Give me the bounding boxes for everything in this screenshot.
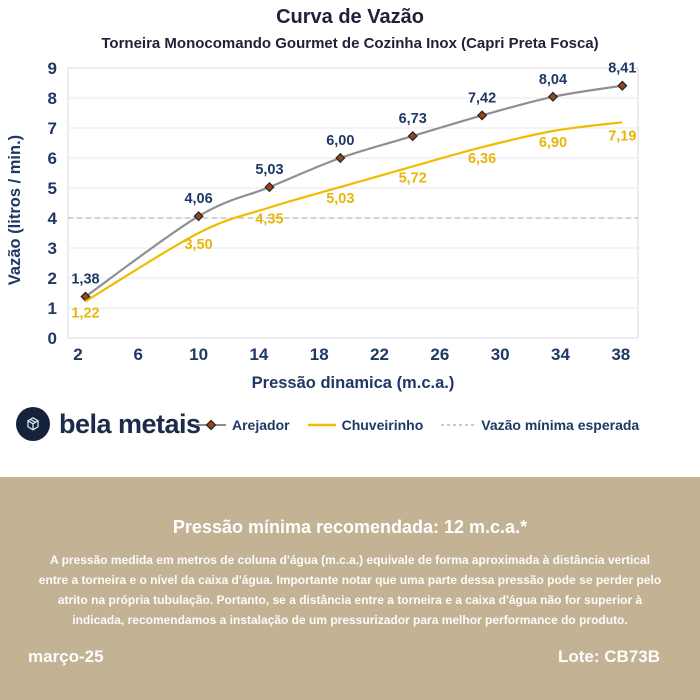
diamond-marker — [617, 80, 628, 91]
data-label: 7,19 — [608, 128, 636, 144]
dashed-line-icon — [441, 424, 476, 426]
x-tick-label: 26 — [430, 345, 449, 364]
lot-label: Lote: CB73B — [557, 647, 660, 666]
data-label: 6,90 — [539, 135, 567, 151]
isometric-cube-icon — [16, 407, 50, 441]
y-tick-label: 3 — [48, 239, 57, 258]
series-line-chuveirinho — [84, 121, 623, 303]
diamond-marker — [407, 130, 418, 142]
data-label: 3,50 — [184, 237, 212, 253]
y-tick-label: 4 — [48, 209, 58, 228]
brand-wordmark: bela metais — [59, 408, 201, 439]
arejador-line-marker-icon — [196, 419, 226, 431]
data-label: 5,72 — [399, 170, 427, 186]
data-label: 6,73 — [399, 111, 427, 127]
brand-and-legend-row: bela metais Arejador Chuveirinho — [0, 405, 700, 461]
panel-footer: março-25 Lote: CB73B — [28, 647, 660, 667]
y-tick-label: 8 — [48, 89, 57, 108]
x-tick-label: 30 — [491, 345, 510, 364]
data-label: 8,41 — [608, 61, 636, 77]
y-tick-label: 2 — [48, 269, 57, 288]
x-tick-label: 18 — [310, 345, 329, 364]
brand-logo: bela metais — [16, 407, 201, 441]
data-label: 7,42 — [468, 90, 496, 106]
date-label: março-25 — [28, 647, 104, 666]
data-label: 6,00 — [326, 133, 354, 149]
legend-label: Arejador — [232, 417, 290, 433]
plot-border — [67, 67, 639, 339]
y-tick-label: 5 — [48, 179, 57, 198]
data-label: 1,38 — [71, 272, 99, 288]
x-tick-label: 10 — [189, 345, 208, 364]
y-tick-label: 1 — [48, 299, 57, 318]
diamond-marker — [335, 152, 346, 164]
chart-legend: Arejador Chuveirinho Vazão mínima espera… — [196, 417, 639, 433]
x-tick-label: 38 — [611, 345, 630, 364]
data-label: 6,36 — [468, 151, 496, 167]
data-label: 1,22 — [71, 305, 99, 321]
chart-area: 1,38 4,06 5,03 6,00 6,73 7,42 8,04 8,41 1,22 3,50… — [6, 59, 639, 392]
x-tick-label: 2 — [73, 345, 82, 364]
y-tick-label: 6 — [48, 149, 57, 168]
legend-label: Vazão mínima esperada — [481, 417, 640, 433]
legend-label: Chuveirinho — [341, 417, 424, 433]
y-axis-title: Vazão (litros / min.) — [6, 135, 24, 285]
legend-item-arejador: Arejador — [196, 417, 290, 433]
data-label: 5,03 — [255, 162, 283, 178]
y-tick-label: 9 — [48, 59, 57, 78]
data-label: 5,03 — [326, 191, 354, 207]
legend-item-chuveirinho: Chuveirinho — [307, 417, 424, 433]
x-tick-label: 14 — [249, 345, 268, 364]
y-tick-label: 7 — [48, 119, 57, 138]
min-pressure-heading: Pressão mínima recomendada: 12 m.c.a.* — [172, 517, 528, 537]
data-label: 4,06 — [184, 191, 212, 207]
diamond-marker — [547, 91, 559, 102]
page-subtitle: Torneira Monocomando Gourmet de Cozinha … — [101, 35, 599, 52]
solid-line-icon — [307, 423, 336, 427]
x-tick-label: 22 — [370, 345, 389, 364]
pressure-explanation-text: A pressão medida em metros de coluna d'á… — [38, 553, 662, 627]
diamond-marker — [476, 110, 488, 121]
diamond-marker — [264, 181, 275, 193]
data-label: 4,35 — [255, 212, 283, 228]
legend-item-vazao-minima: Vazão mínima esperada — [441, 417, 639, 433]
flow-chart: 1,38 4,06 5,03 6,00 6,73 7,42 8,04 8,41 1,22 3,50… — [6, 59, 639, 392]
x-tick-label: 34 — [551, 345, 570, 364]
diamond-marker — [193, 211, 204, 222]
info-panel: Pressão mínima recomendada: 12 m.c.a.* A… — [0, 477, 700, 700]
x-tick-label: 6 — [134, 345, 143, 364]
data-label: 8,04 — [539, 72, 567, 88]
x-axis-title: Pressão dinamica (m.c.a.) — [252, 374, 455, 392]
y-tick-label: 0 — [48, 329, 57, 348]
page-title: Curva de Vazão — [276, 6, 424, 28]
